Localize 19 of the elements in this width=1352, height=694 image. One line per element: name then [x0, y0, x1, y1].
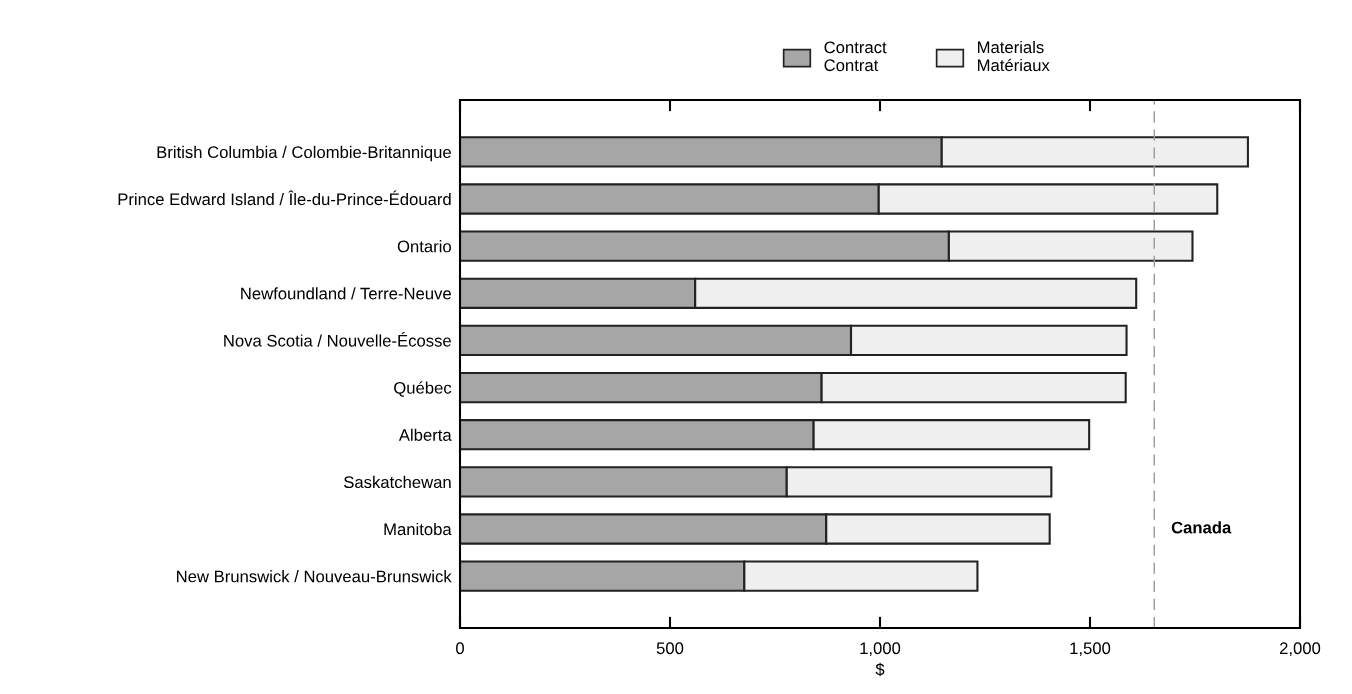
y-tick-label: Prince Edward Island / Île-du-Prince-Édouard — [118, 190, 451, 206]
x-tick-label: 500 — [656, 642, 684, 655]
y-tick-label: Québec — [394, 381, 452, 397]
x-tick-label: 0 — [456, 642, 464, 655]
y-tick-label: British Columbia / Colombie-Britannique — [157, 145, 451, 162]
legend-label: Materials Matériaux — [978, 40, 1050, 72]
y-tick-label: Newfoundland / Terre-Neuve — [241, 287, 451, 300]
y-tick-label: Alberta — [398, 428, 452, 441]
y-tick-label: Manitoba — [384, 522, 452, 536]
y-tick-label: New Brunswick / Nouveau-Brunswick — [177, 570, 452, 583]
x-tick-label: 1,000 — [860, 642, 901, 657]
legend-label: Contract Contrat — [824, 41, 887, 72]
x-axis-title: $ — [875, 662, 885, 677]
y-tick-label: Nova Scotia / Nouvelle-Écosse — [224, 332, 451, 347]
x-tick-label: 1,500 — [1070, 642, 1111, 657]
x-tick-label: 2,000 — [1279, 642, 1321, 657]
y-tick-label: Saskatchewan — [344, 475, 451, 489]
y-tick-label: Ontario — [397, 240, 451, 253]
ref-line-label: Canada — [1171, 521, 1232, 534]
